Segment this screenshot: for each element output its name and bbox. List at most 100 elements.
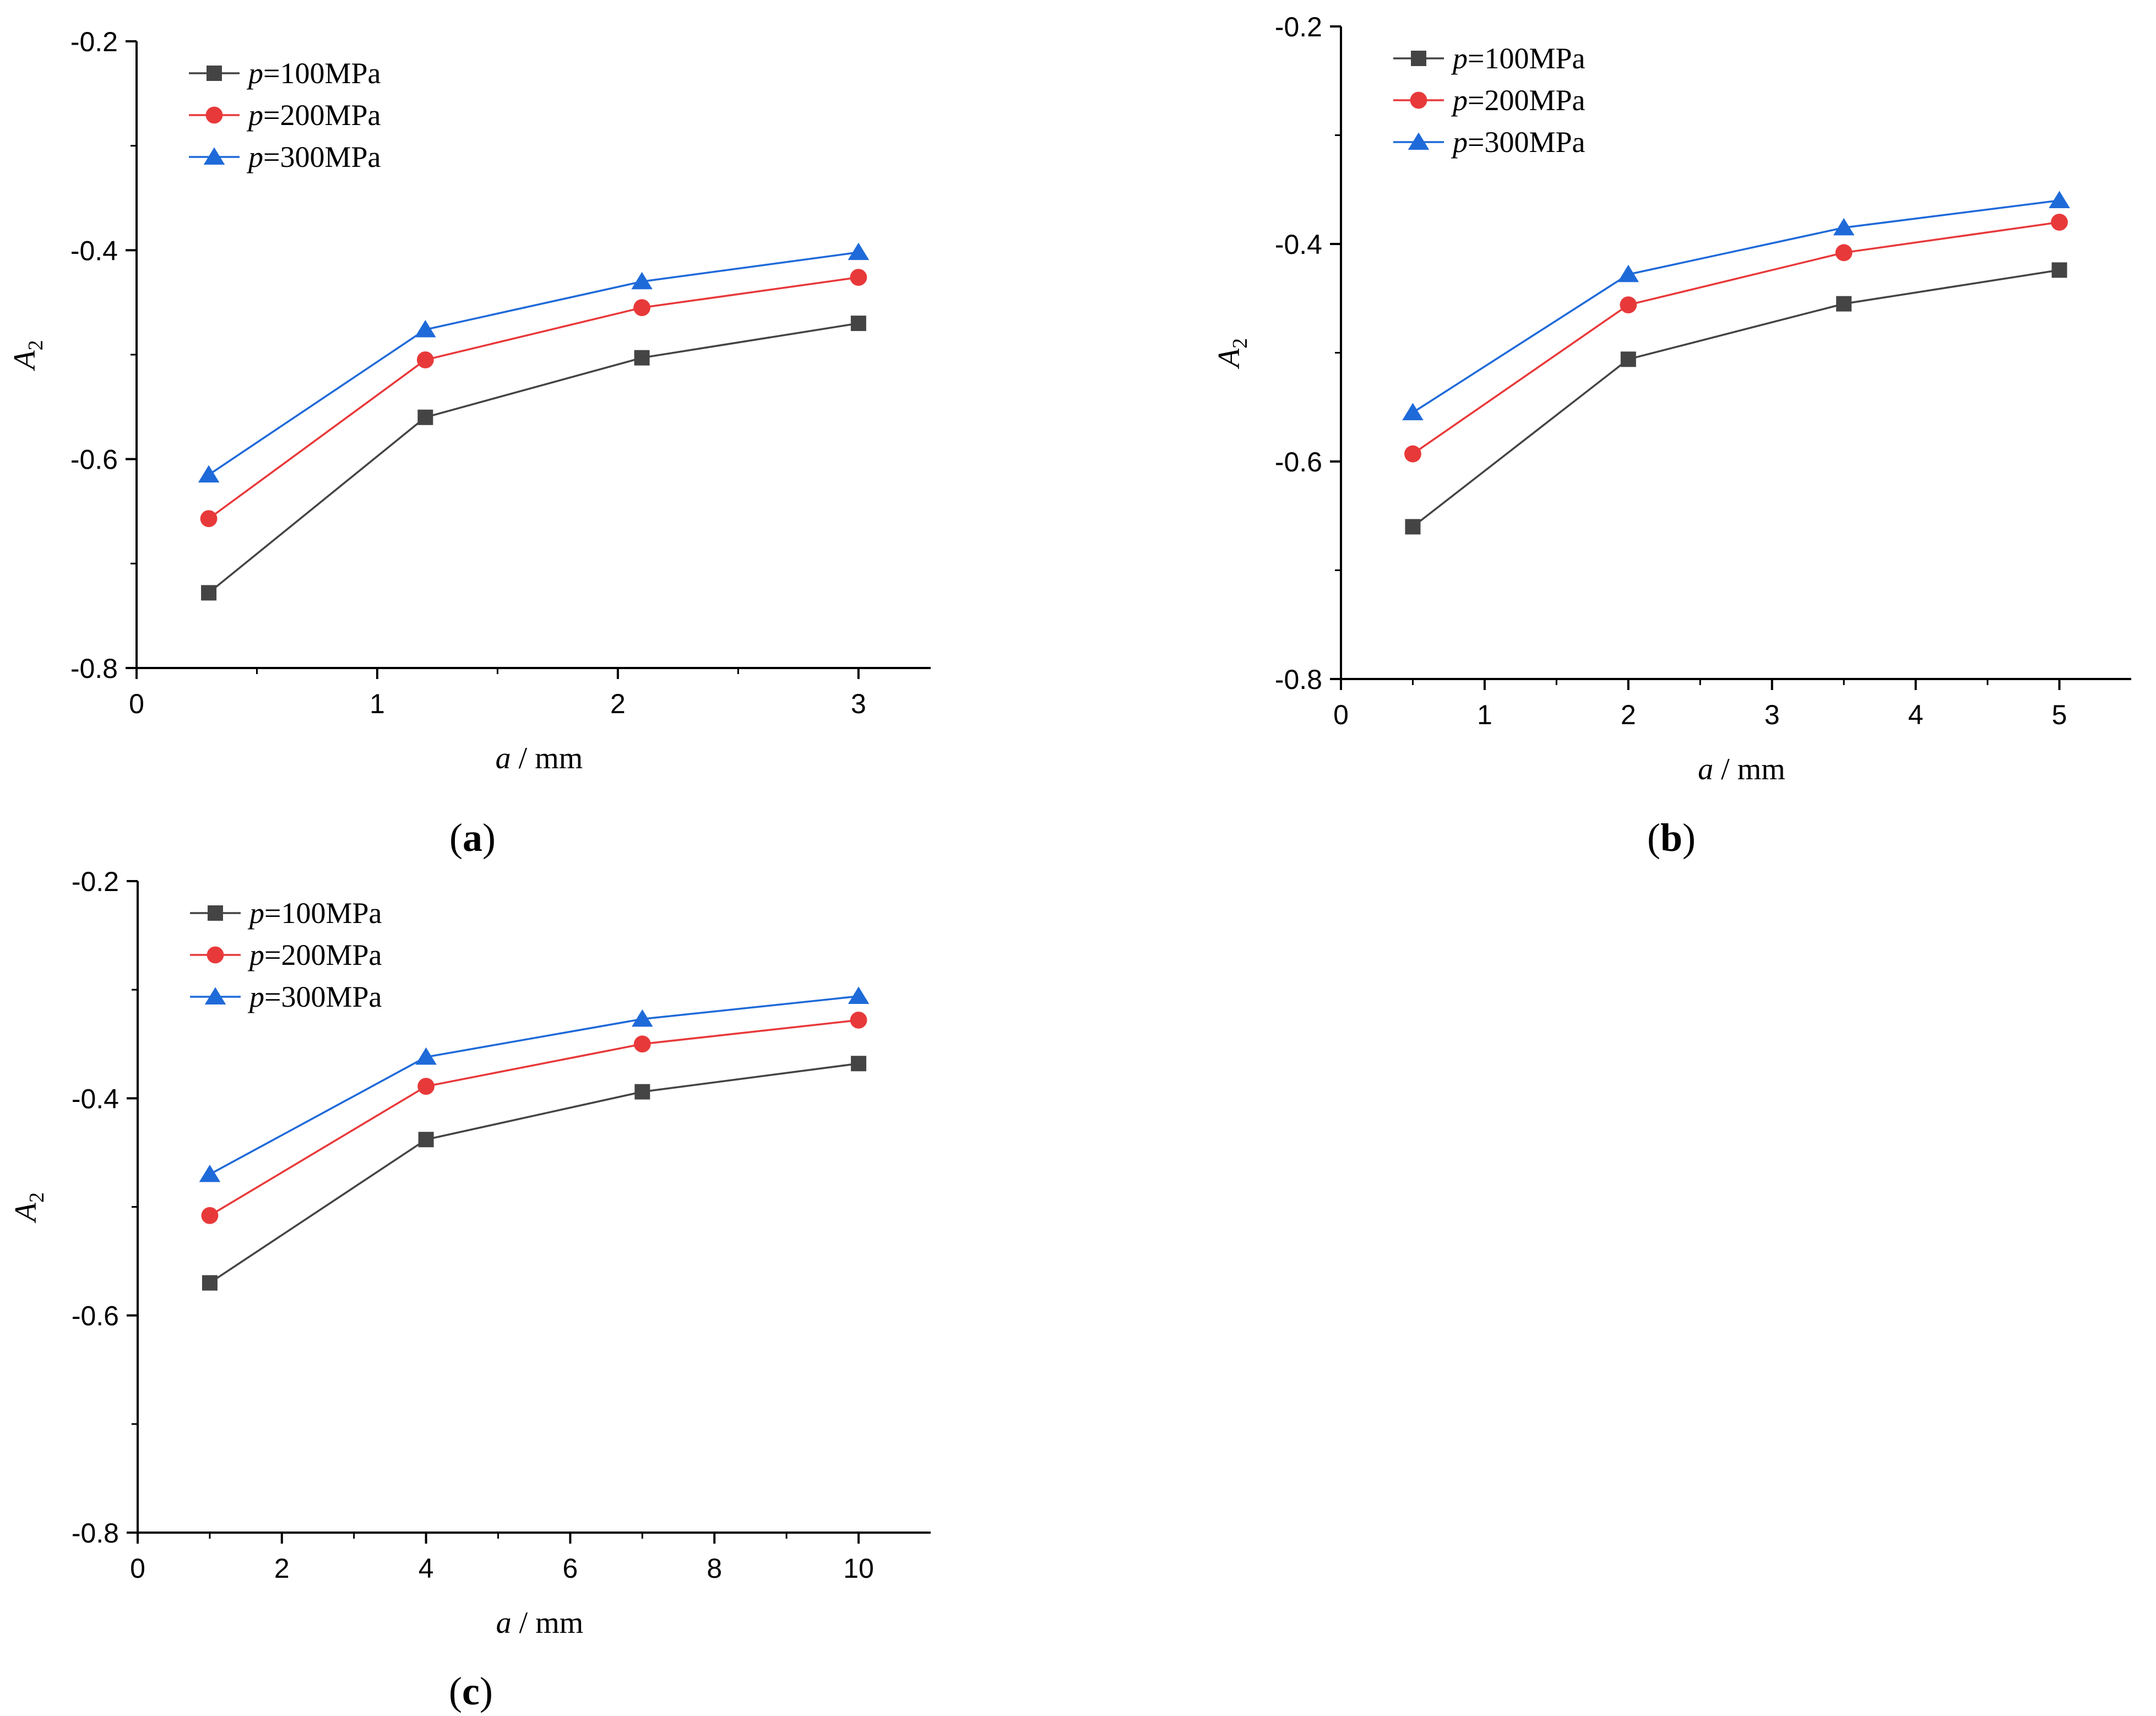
legend-variable: p <box>246 99 263 132</box>
legend-value: 200MPa <box>281 938 382 971</box>
legend-variable: p <box>246 140 263 173</box>
series-line <box>209 995 859 1175</box>
panel-caption: (b) <box>1647 816 1696 860</box>
x-tick-label: 3 <box>1764 699 1780 730</box>
x-axis-variable: a <box>496 1606 512 1640</box>
data-point <box>632 1009 653 1027</box>
data-point <box>848 242 870 260</box>
caption-open: ( <box>449 1669 462 1713</box>
series-100mpa <box>202 1056 867 1291</box>
legend-equals: = <box>263 99 280 132</box>
series-300mpa <box>199 986 870 1182</box>
legend-value: 300MPa <box>1484 126 1585 159</box>
x-tick-label: 4 <box>1908 699 1924 730</box>
legend-variable: p <box>1451 84 1468 117</box>
x-axis-title: a / mm <box>496 1606 584 1640</box>
y-tick-label: -0.6 <box>72 1301 119 1332</box>
data-point <box>2051 262 2067 278</box>
y-axis-subscript: 2 <box>1229 338 1252 349</box>
legend-value: 300MPa <box>281 980 382 1013</box>
series-line <box>1412 269 2060 528</box>
caption-close: ) <box>480 1669 493 1713</box>
x-axis-variable: a <box>1698 752 1713 786</box>
x-tick-label: 6 <box>563 1553 578 1584</box>
series-line <box>1412 199 2060 414</box>
x-tick-label: 1 <box>1477 699 1492 730</box>
y-tick-label: -0.6 <box>1275 447 1322 477</box>
y-axis-variable: A <box>1212 348 1246 370</box>
legend-equals: = <box>264 938 281 971</box>
legend-marker <box>1410 91 1427 109</box>
x-tick-label: 10 <box>843 1553 874 1584</box>
x-axis-unit: / mm <box>511 741 583 775</box>
legend-variable: p <box>247 980 264 1013</box>
series-line <box>208 322 859 594</box>
data-point <box>850 269 867 286</box>
caption-letter: a <box>463 816 482 860</box>
legend-variable: p <box>247 938 264 971</box>
data-point <box>201 585 217 601</box>
y-axis-title: A2 <box>8 340 47 371</box>
caption-close: ) <box>482 816 496 860</box>
x-tick-label: 2 <box>610 688 626 719</box>
y-tick-label: -0.4 <box>1275 229 1322 260</box>
legend-value: 100MPa <box>1484 42 1585 75</box>
data-point <box>848 986 870 1004</box>
data-point <box>201 1207 219 1224</box>
caption-letter: b <box>1660 816 1682 860</box>
data-point <box>418 1132 434 1148</box>
x-axis-variable: a <box>496 741 511 775</box>
x-tick-label: 2 <box>1621 699 1636 730</box>
x-axis-title: a / mm <box>1698 752 1785 786</box>
legend-marker <box>207 946 224 964</box>
legend-value: 100MPa <box>281 897 382 930</box>
data-point <box>1620 351 1636 367</box>
data-point <box>1836 296 1852 312</box>
legend-label: p=100MPa <box>246 57 381 90</box>
x-tick-label: 1 <box>370 688 385 719</box>
panel-caption: (a) <box>449 816 496 860</box>
caption-open: ( <box>449 816 463 860</box>
series-100mpa <box>1405 262 2067 535</box>
series-200mpa <box>1404 214 2068 463</box>
legend-label: p=200MPa <box>1451 84 1585 117</box>
data-point <box>851 1056 867 1072</box>
legend-value: 300MPa <box>280 140 381 173</box>
legend-equals: = <box>264 897 281 930</box>
legend-marker <box>203 147 225 165</box>
legend-value: 200MPa <box>1484 84 1585 117</box>
data-point <box>199 1164 221 1182</box>
legend-equals: = <box>1468 126 1484 159</box>
y-tick-label: -0.8 <box>72 1518 119 1549</box>
data-point <box>633 1035 651 1053</box>
legend-equals: = <box>263 57 280 90</box>
data-point <box>1404 445 1421 463</box>
chart-panel-c: 0 2 4 6 8 10-0.2-0.4-0.6-0.8a / mmA2p=100MPap… <box>9 866 931 1713</box>
data-point <box>2051 214 2068 231</box>
data-point <box>417 1078 435 1095</box>
x-tick-label: 4 <box>419 1553 434 1584</box>
panel-caption: (c) <box>449 1669 493 1713</box>
series-line <box>1412 221 2060 455</box>
data-point <box>1402 403 1424 421</box>
x-axis-title: a / mm <box>496 741 583 775</box>
y-axis-title: A2 <box>1212 338 1252 370</box>
legend-label: p=200MPa <box>246 99 381 132</box>
data-point <box>415 319 436 338</box>
y-tick-label: -0.2 <box>1275 12 1322 42</box>
series-line <box>208 251 859 476</box>
x-axis-unit: / mm <box>512 1606 584 1640</box>
series-200mpa <box>201 1011 867 1224</box>
legend-equals: = <box>1468 84 1484 117</box>
series-line <box>209 1019 859 1217</box>
x-tick-label: 0 <box>1333 699 1349 730</box>
data-point <box>1833 218 1855 236</box>
series-line <box>209 1062 859 1284</box>
caption-open: ( <box>1647 816 1660 860</box>
x-tick-label: 8 <box>707 1553 722 1584</box>
x-axis-unit: / mm <box>1713 752 1785 786</box>
data-point <box>416 351 434 368</box>
y-axis-title: A2 <box>9 1192 48 1224</box>
